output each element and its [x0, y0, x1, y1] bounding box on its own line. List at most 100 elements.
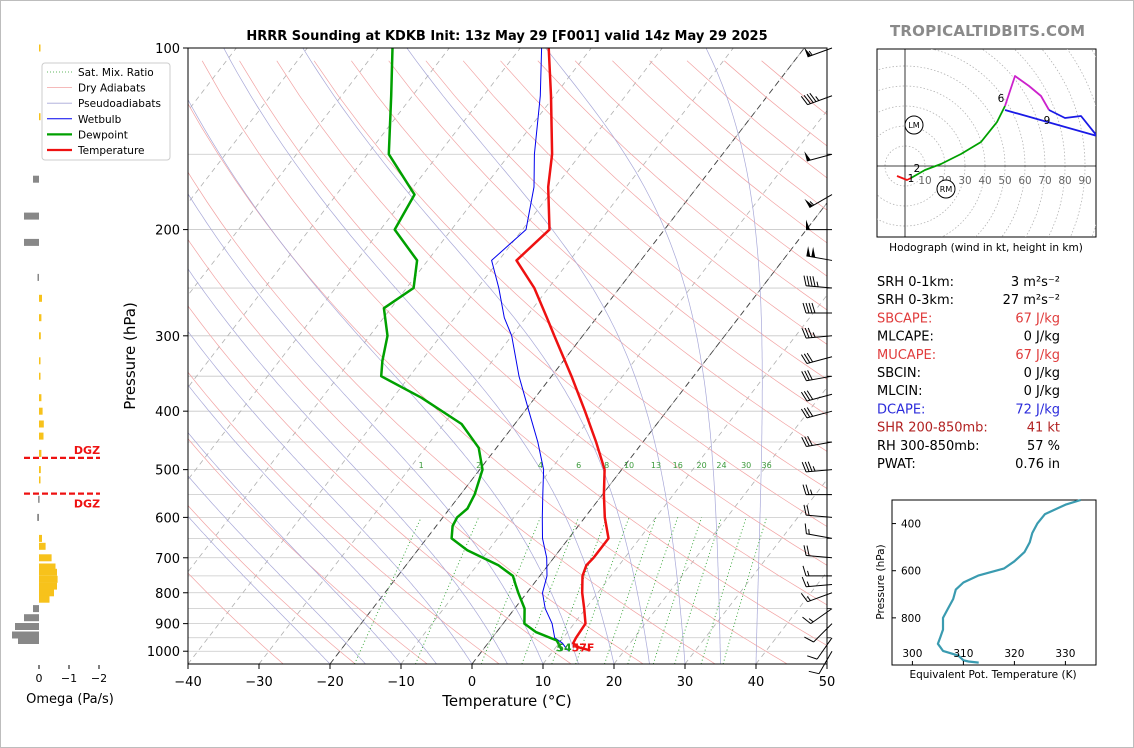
omega-bar: [39, 595, 50, 603]
hodo-height-marker: 9: [1044, 115, 1051, 127]
skewt-plot-area: [188, 48, 827, 664]
dry-adiabat: [425, 60, 827, 416]
mixing-ratio-label: 30: [741, 461, 751, 470]
theta-e-xtick-label: 300: [902, 648, 922, 660]
series-temperature: [515, 48, 610, 652]
barb-half: [812, 332, 816, 338]
barb-half: [808, 618, 814, 623]
mixing-ratio-label: 6: [576, 461, 581, 470]
dry-adiabat: [462, 60, 827, 380]
barb-full: [807, 435, 813, 446]
omega-bar: [39, 542, 46, 550]
series-dewpoint: [379, 48, 564, 651]
index-label: SRH 0-3km:: [877, 293, 954, 308]
index-label: MUCAPE:: [877, 348, 936, 363]
barb-full: [806, 545, 810, 556]
y-tick-label: 200: [155, 224, 180, 239]
legend-entry: Dewpoint: [78, 129, 128, 141]
hodo-height-marker: 1: [908, 173, 915, 185]
barb-staff: [818, 650, 833, 674]
wind-barb: [801, 461, 833, 473]
barb-staff: [807, 95, 833, 106]
barb-staff: [806, 356, 833, 364]
barb-full: [801, 328, 807, 339]
hodograph-caption: Hodograph (wind in kt, height in km): [889, 242, 1083, 254]
mixing-ratio-line: [354, 517, 422, 664]
index-value: 3 m²s⁻²: [1011, 275, 1060, 290]
barb-half: [809, 201, 815, 206]
pseudoadiabat: [188, 268, 508, 664]
barb-full: [811, 302, 816, 314]
barb-full: [803, 391, 811, 401]
theta-e-ytick-label: 600: [901, 566, 921, 578]
skewt-frame: [187, 47, 828, 665]
barb-full: [807, 461, 813, 472]
surface-dewpoint-label: 54: [556, 641, 572, 654]
isotherm-line: [188, 48, 521, 481]
theta-e-xtick-label: 320: [1004, 648, 1024, 660]
barb-full: [800, 96, 808, 105]
mixing-ratio-label: 10: [624, 461, 634, 470]
mixing-ratio-line: [415, 517, 480, 664]
hodo-trace: [1004, 109, 1096, 137]
omega-bar: [39, 420, 44, 428]
barb-full: [807, 327, 813, 338]
omega-bar: [39, 476, 41, 484]
hodo-ring-label: 40: [978, 175, 991, 187]
omega-bar: [18, 637, 39, 644]
barb-staff: [813, 623, 833, 643]
index-label: MLCAPE:: [877, 330, 934, 345]
barb-full: [804, 370, 810, 381]
wind-barb: [802, 565, 833, 577]
hodo-ring-label: 50: [998, 175, 1011, 187]
mixing-ratio-label: 2: [476, 461, 481, 470]
barb-half: [810, 489, 813, 495]
pseudoadiabat: [545, 48, 721, 664]
index-label: MLCIN:: [877, 384, 922, 399]
barb-full: [806, 352, 814, 363]
dry-adiabat: [188, 103, 788, 664]
barb-full: [801, 576, 807, 587]
x-tick-label: 50: [819, 675, 836, 690]
wind-barb: [803, 504, 833, 518]
omega-bar: [24, 238, 39, 246]
omega-bar: [39, 407, 43, 415]
y-tick-label: 600: [155, 511, 180, 526]
omega-bar: [39, 44, 41, 52]
omega-bar: [39, 394, 42, 402]
barb-half: [812, 466, 816, 472]
barb-full: [804, 461, 810, 472]
omega-panel: 0 −1 −2 Omega (Pa/s) DGZ DGZ: [12, 44, 114, 707]
index-value: 41 kt: [1027, 421, 1060, 436]
wind-barb: [800, 352, 833, 364]
omega-bar: [33, 175, 39, 183]
hodo-ring-label: 90: [1078, 175, 1091, 187]
omega-bar: [39, 563, 56, 571]
omega-bar: [37, 513, 39, 521]
index-value: 72 J/kg: [1015, 402, 1060, 417]
index-label: SHR 200-850mb:: [877, 421, 988, 436]
barb-full: [805, 484, 810, 495]
barb-staff: [806, 583, 833, 588]
index-label: PWAT:: [877, 457, 916, 472]
barb-full: [801, 371, 807, 381]
legend-entry: Dry Adiabats: [78, 83, 146, 95]
barb-full: [804, 436, 810, 447]
y-axis-label: Pressure (hPa): [121, 302, 139, 410]
hodo-rm-circle: [936, 179, 956, 199]
theta-e-xtick-label: 310: [953, 648, 973, 660]
y-tick-label: 500: [155, 464, 180, 479]
barb-full: [803, 275, 807, 286]
barb-flag: [804, 151, 811, 161]
theta-e-ylabel: Pressure (hPa): [875, 544, 887, 619]
theta-e-panel: 300 310 320 330 400 600 800: [891, 498, 1097, 666]
x-tick-label: 40: [748, 675, 765, 690]
index-label: SBCAPE:: [877, 311, 932, 326]
x-tick-label: 30: [677, 675, 694, 690]
wind-barb: [806, 246, 833, 261]
mixing-ratio-label: 8: [604, 461, 609, 470]
hodo-ring-label: 60: [1018, 175, 1031, 187]
dry-adiabat: [188, 171, 716, 664]
isotherm-line: [329, 48, 805, 664]
x-tick-label: −20: [316, 675, 343, 690]
